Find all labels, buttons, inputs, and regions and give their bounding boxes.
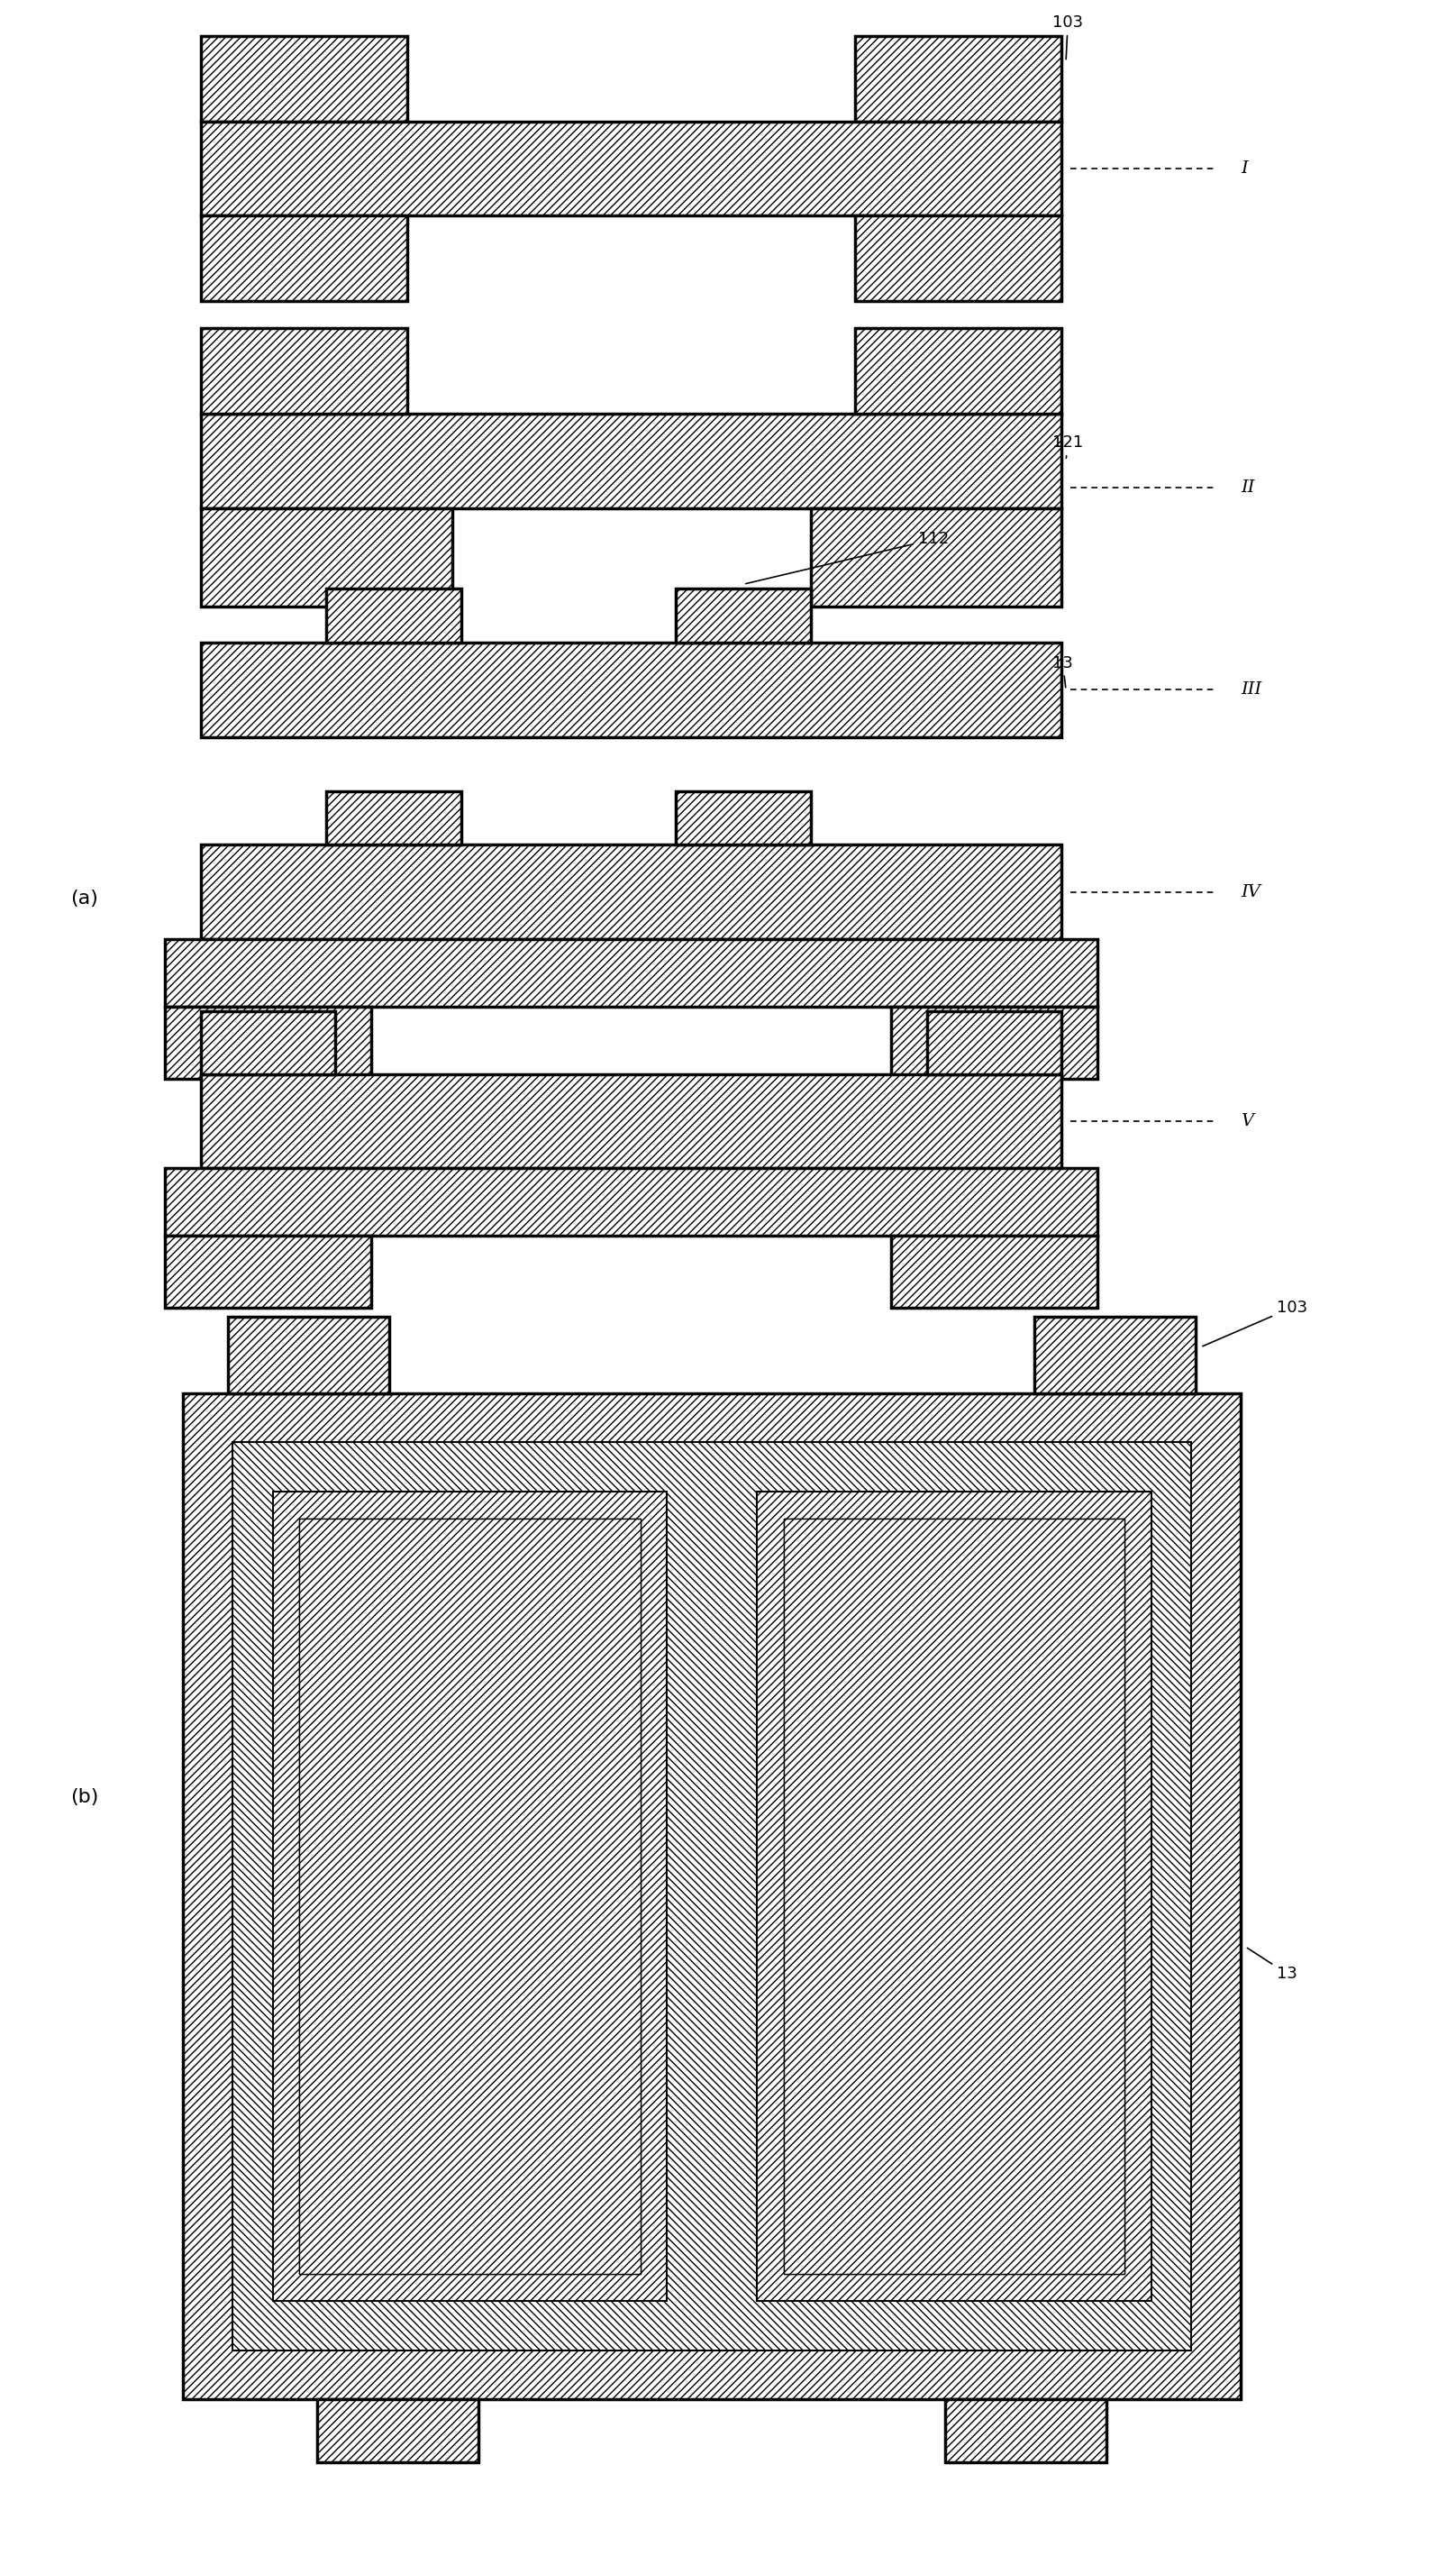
Bar [300,1518,641,2273]
Bar [165,1170,1098,1236]
Bar [1035,1316,1195,1393]
Text: II: II [1241,480,1255,495]
Text: 103: 103 [1203,1300,1307,1347]
Bar [855,215,1061,300]
Bar [676,790,811,844]
Text: I: I [1241,162,1248,177]
Text: 103: 103 [1053,15,1083,59]
Text: (b): (b) [70,1788,99,1806]
Bar [201,413,1061,508]
Bar [326,790,462,844]
Bar [300,1518,641,2273]
Bar [227,1316,389,1393]
Bar [326,590,462,644]
Bar [165,939,1098,1005]
Bar [891,1005,1098,1077]
Bar [201,121,1061,215]
Bar [811,508,1061,608]
Bar [183,1393,1241,2398]
Text: 13: 13 [1053,654,1073,687]
Bar [757,1493,1152,2301]
Text: III: III [1241,682,1262,698]
Bar [855,36,1061,121]
Text: IV: IV [1241,885,1261,900]
Bar [201,1075,1061,1170]
Bar [233,1442,1191,2350]
Bar [201,215,408,300]
Text: 112: 112 [745,531,949,585]
Bar [201,644,1061,736]
Bar [783,1518,1124,2273]
Bar [783,1518,1124,2273]
Bar [165,1236,371,1308]
Bar [165,1005,371,1077]
Text: 13: 13 [1248,1947,1297,1983]
Bar [201,1011,335,1075]
Bar [272,1493,667,2301]
Text: V: V [1241,1113,1254,1129]
Bar [945,2398,1107,2462]
Bar [927,1011,1061,1075]
Bar [676,590,811,644]
Bar [855,328,1061,413]
Bar [891,1236,1098,1308]
Text: 121: 121 [1053,433,1083,459]
Text: (a): (a) [70,890,99,908]
Bar [201,36,408,121]
Bar [317,2398,479,2462]
Bar [201,844,1061,939]
Bar [201,328,408,413]
Bar [201,508,451,608]
